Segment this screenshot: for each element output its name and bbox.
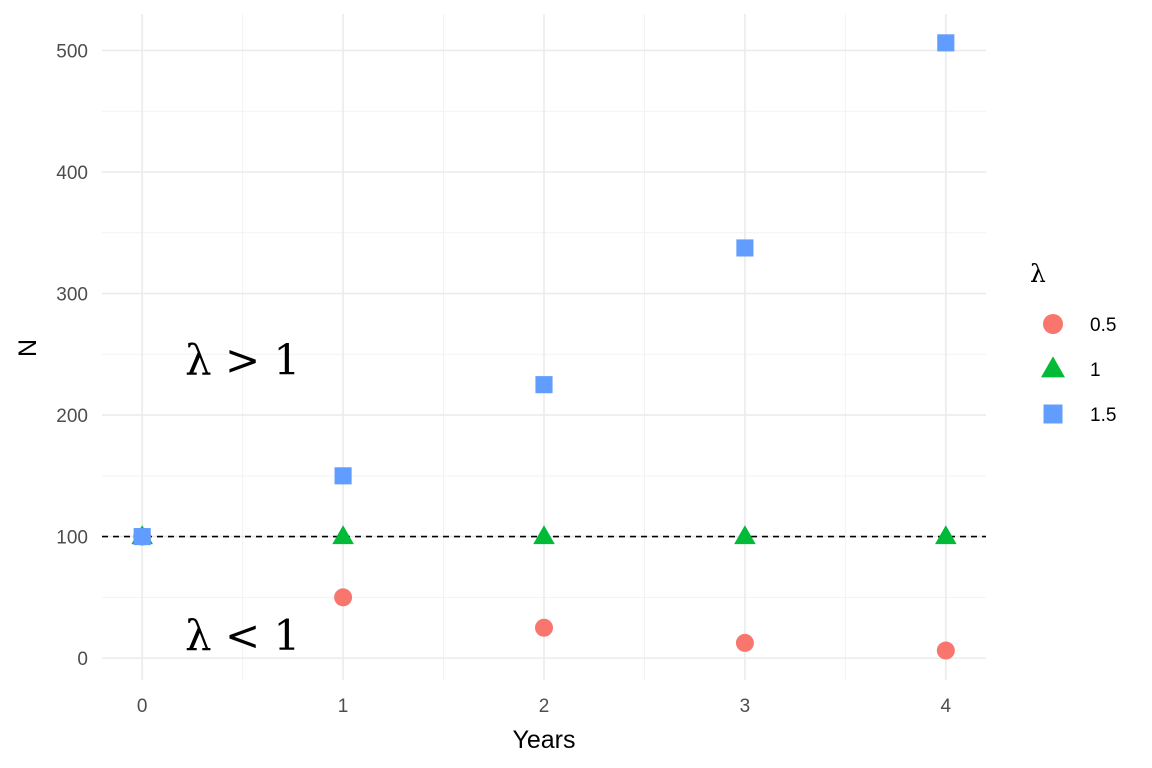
y-tick-label: 200 [56, 406, 88, 427]
annotations: λ > 1 λ < 1 [185, 335, 300, 660]
data-point-circle [535, 618, 553, 637]
legend-key-square [1043, 404, 1063, 424]
data-point-triangle [332, 525, 354, 545]
y-tick-label: 100 [56, 528, 88, 549]
legend-key-circle [1043, 314, 1063, 334]
x-axis-title: Years [512, 726, 575, 754]
data-point-triangle [734, 525, 756, 545]
grid-major-lines [102, 14, 986, 680]
legend-label: 1.5 [1090, 405, 1116, 426]
annotation-text: λ > 1 [185, 335, 300, 384]
data-point-square [535, 376, 553, 394]
legend-label: 0.5 [1090, 315, 1116, 336]
y-tick-label: 0 [77, 649, 88, 670]
data-point-square [937, 34, 955, 52]
legend-label: 1 [1090, 360, 1101, 381]
annotation-text: λ < 1 [185, 611, 300, 660]
x-tick-label: 3 [740, 696, 751, 717]
x-tick-label: 4 [941, 696, 952, 717]
y-tick-label: 500 [56, 41, 88, 62]
y-tick-label: 400 [56, 163, 88, 184]
data-points [131, 34, 957, 660]
data-point-square [334, 467, 352, 485]
y-tick-labels: 0 100 200 300 400 500 [56, 41, 88, 670]
x-tick-label: 1 [338, 696, 349, 717]
legend-key-triangle [1041, 356, 1065, 378]
data-point-triangle [935, 525, 957, 545]
y-tick-label: 300 [56, 285, 88, 306]
legend: λ 0.5 1 1.5 [1030, 259, 1116, 426]
legend-title: λ [1030, 259, 1046, 288]
x-tick-labels: 0 1 2 3 4 [137, 696, 952, 717]
data-point-square [133, 528, 151, 546]
data-point-square [736, 239, 754, 257]
data-point-circle [334, 588, 353, 607]
data-point-circle [735, 633, 754, 652]
x-tick-label: 0 [137, 696, 148, 717]
data-point-circle [936, 641, 955, 660]
y-axis-title: N [14, 339, 42, 357]
data-point-triangle [533, 525, 555, 545]
x-tick-label: 2 [539, 696, 550, 717]
